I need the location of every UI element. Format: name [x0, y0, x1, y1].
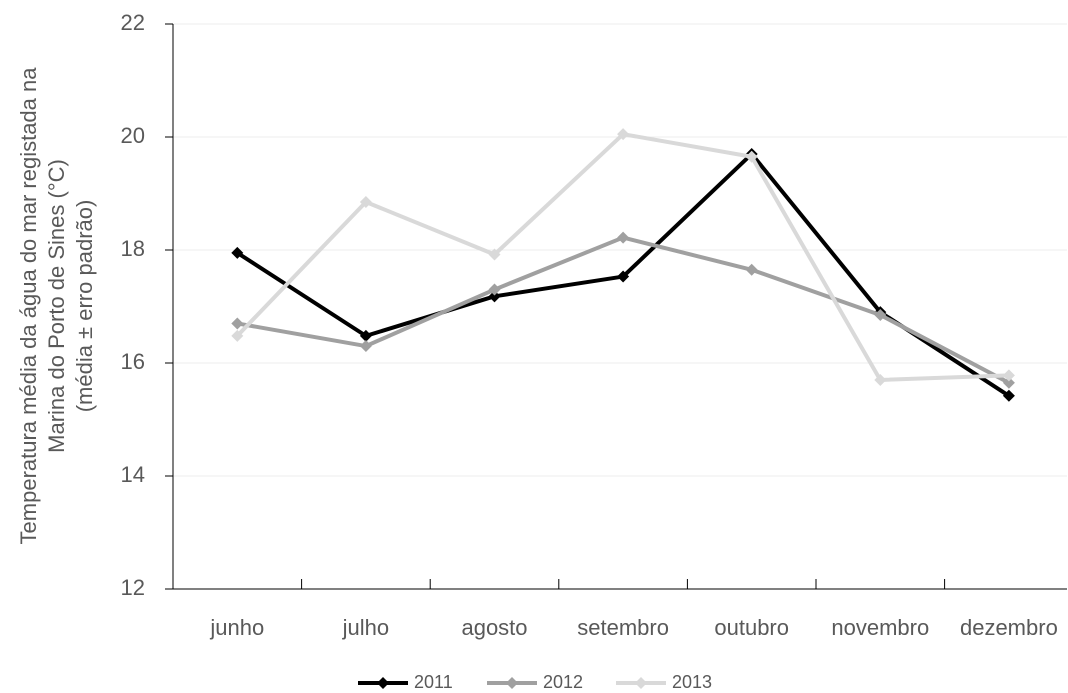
y-axis-title: Temperatura média da água do mar regista… — [16, 67, 97, 545]
x-tick-label: dezembro — [960, 615, 1058, 640]
y-tick-label: 16 — [121, 349, 145, 374]
y-label-line: (média ± erro padrão) — [72, 200, 97, 413]
point-marker — [874, 373, 887, 386]
x-tick-label: outubro — [714, 615, 789, 640]
point-marker — [1002, 389, 1015, 402]
y-tick-label: 22 — [121, 10, 145, 35]
x-tick-label: novembro — [831, 615, 929, 640]
y-tick-label: 14 — [121, 462, 145, 487]
y-label-line: Temperatura média da água do mar regista… — [16, 67, 41, 545]
y-tick-label: 20 — [121, 123, 145, 148]
x-tick-label: julho — [342, 615, 389, 640]
point-marker — [488, 248, 501, 261]
legend-label: 2013 — [672, 672, 712, 692]
point-marker — [874, 308, 887, 321]
point-marker — [359, 329, 372, 342]
point-marker — [359, 340, 372, 353]
y-tick-label: 18 — [121, 236, 145, 261]
point-marker — [745, 150, 758, 163]
legend-label: 2012 — [543, 672, 583, 692]
point-marker — [231, 317, 244, 330]
legend-marker — [377, 677, 389, 689]
point-marker — [1002, 376, 1015, 389]
point-marker — [488, 283, 501, 296]
x-tick-label: setembro — [577, 615, 669, 640]
x-tick-label: junho — [209, 615, 264, 640]
point-marker — [359, 195, 372, 208]
point-marker — [231, 246, 244, 259]
y-label-line: Marina do Porto de Sines (°C) — [44, 159, 69, 453]
point-marker — [745, 263, 758, 276]
point-marker — [617, 231, 630, 244]
x-tick-label: agosto — [461, 615, 527, 640]
legend-marker — [635, 677, 647, 689]
legend-label: 2011 — [414, 672, 453, 692]
point-marker — [1002, 369, 1015, 382]
legend-marker — [506, 677, 518, 689]
point-marker — [231, 329, 244, 342]
point-marker — [617, 128, 630, 141]
y-tick-label: 12 — [121, 575, 145, 600]
series-line — [236, 235, 1010, 385]
point-marker — [488, 290, 501, 303]
point-marker — [617, 270, 630, 283]
